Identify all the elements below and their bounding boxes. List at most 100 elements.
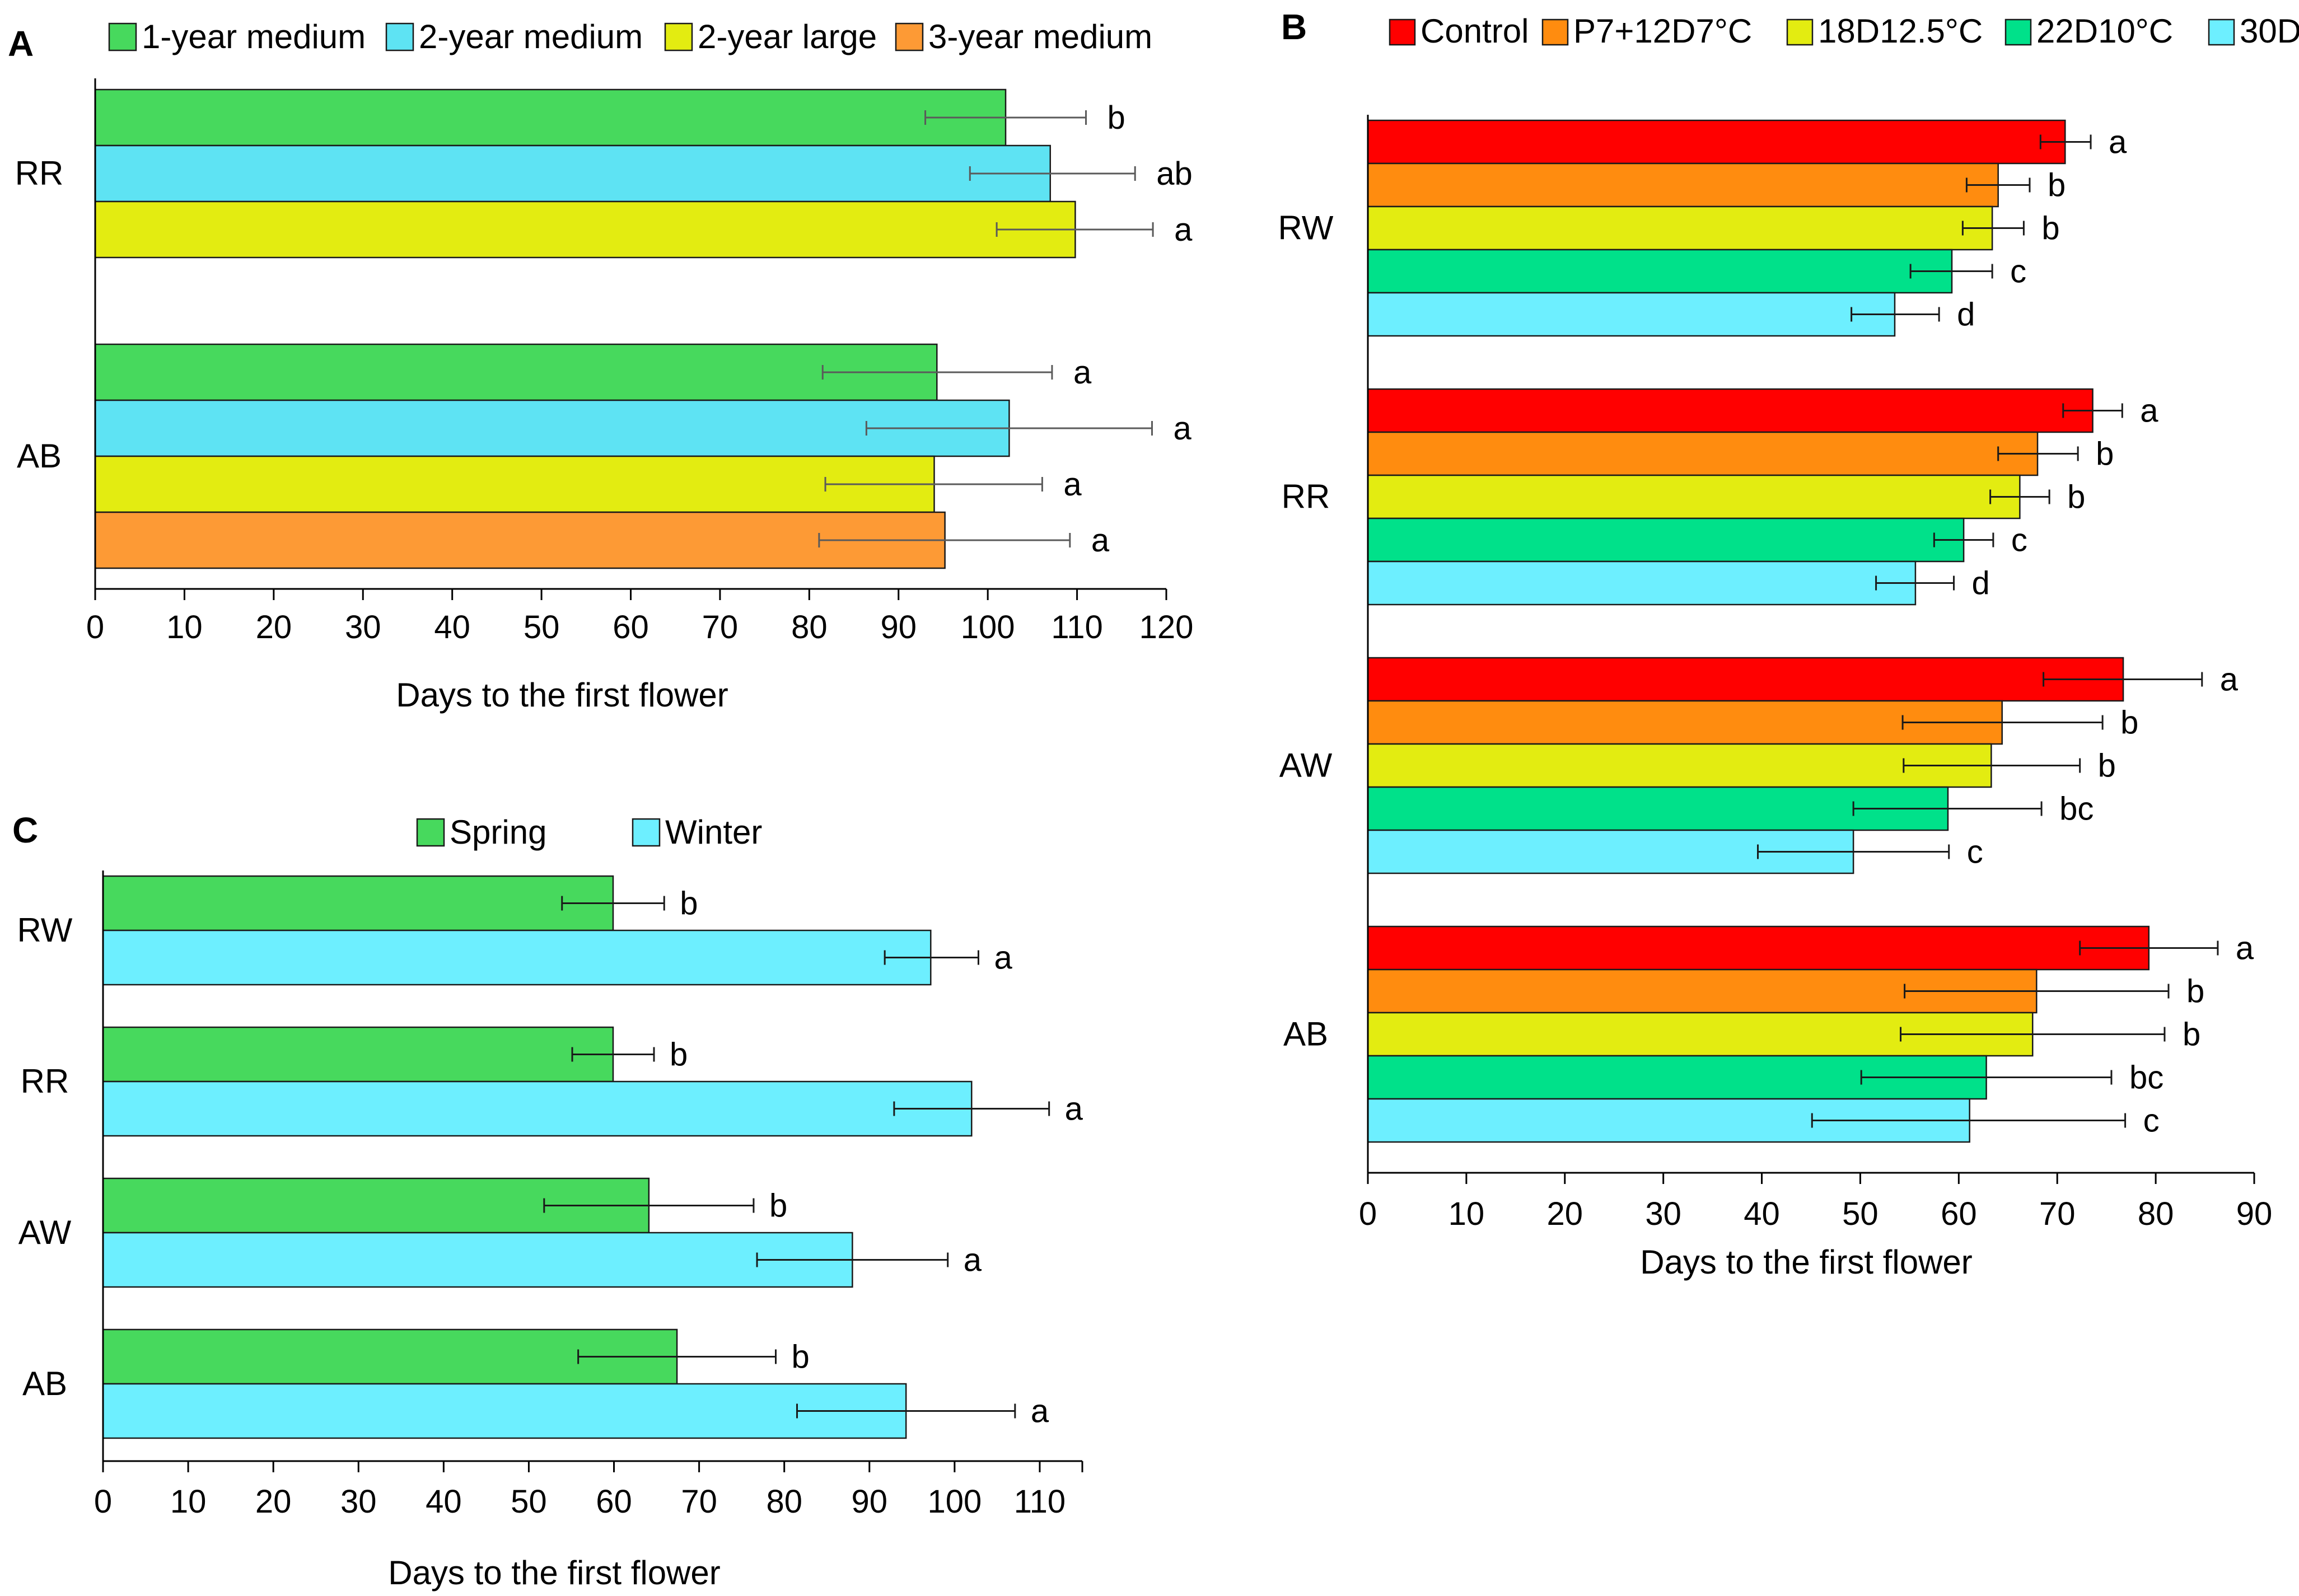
panel-c-category-label-aw: AW xyxy=(18,1214,72,1251)
panel-b-error-bar-rw-2 xyxy=(1965,177,2031,193)
panel-b-error-bar-rw-5 xyxy=(1851,307,1940,322)
panel-b-bar-aw-1 xyxy=(1367,657,2124,702)
panel-b-significance-label-rr-2: b xyxy=(2096,436,2114,472)
panel-a-legend-swatch-1 xyxy=(108,22,137,52)
panel-b-legend-swatch-1 xyxy=(1389,18,1416,46)
panel-b-bar-rw-5 xyxy=(1367,292,1896,337)
panel-b-error-bar-aw-4 xyxy=(1852,801,2043,816)
panel-b-significance-label-aw-2: b xyxy=(2120,705,2138,741)
panel-c-error-bar-aw-1 xyxy=(543,1198,755,1213)
panel-a-x-tick-label-10: 10 xyxy=(166,609,203,645)
panel-b-legend-label-1: Control xyxy=(1420,12,1529,50)
panel-c-chart: Spring Winter RW b a RR b a AW b a AB b a 0 10 20 30 40 50 6… xyxy=(17,813,1083,1520)
panel-b-category-label-rw: RW xyxy=(1278,209,1334,247)
panel-b-legend-label-3: 18D12.5°C xyxy=(1818,12,1983,50)
panel-b-significance-label-rw-1: a xyxy=(2109,124,2127,161)
panel-a-bar-rr-2 xyxy=(94,144,1052,203)
panel-b-bar-rr-3 xyxy=(1367,474,2021,519)
panel-b-error-bar-aw-5 xyxy=(1757,844,1950,859)
panel-c-legend-label-1: Spring xyxy=(450,813,546,851)
panel-c-significance-label-aw-2: a xyxy=(964,1242,982,1279)
panel-b-significance-label-rr-4: c xyxy=(2011,522,2027,559)
panel-b-bar-rr-5 xyxy=(1367,560,1917,606)
panel-a-x-tick-label-80: 80 xyxy=(791,609,828,645)
panel-a-bar-ab-3 xyxy=(94,455,935,513)
panel-b-bar-rr-4 xyxy=(1367,517,1965,563)
panel-a-legend-swatch-3 xyxy=(664,22,693,52)
panel-a-legend-swatch-2 xyxy=(385,22,414,52)
panel-a-error-bar-ab-4 xyxy=(818,533,1071,547)
panel-a-x-tick-label-0: 0 xyxy=(86,609,104,645)
panel-b-error-bar-ab-1 xyxy=(2079,940,2219,956)
panel-b-error-bar-rr-4 xyxy=(1933,532,1994,547)
panel-a-significance-label-rr-1: b xyxy=(1108,100,1125,136)
panel-c-x-tick-label-100: 100 xyxy=(927,1483,982,1520)
panel-a-category-label-rr: RR xyxy=(15,155,64,192)
panel-c-legend-swatch-1 xyxy=(416,818,445,847)
panel-c-bar-rw-1 xyxy=(102,875,614,932)
panel-a-significance-label-rr-3: a xyxy=(1174,212,1193,248)
panel-c-error-bar-ab-2 xyxy=(796,1403,1016,1419)
panel-c-significance-label-aw-1: b xyxy=(769,1188,787,1224)
panel-b-bar-rr-1 xyxy=(1367,388,2094,433)
panel-b-error-bar-rr-5 xyxy=(1875,575,1955,591)
panel-b-significance-label-rr-1: a xyxy=(2140,393,2158,429)
panel-a-x-tick-label-120: 120 xyxy=(1139,609,1194,645)
panel-b-chart: Control P7+12D7°C 18D12.5°C 22D10°C 30D7°C RW… xyxy=(1278,12,2299,1232)
panel-c-bar-rr-1 xyxy=(102,1026,614,1083)
panel-c-x-tick-label-70: 70 xyxy=(681,1483,717,1520)
panel-a-error-bar-ab-1 xyxy=(821,365,1053,380)
panel-a-error-bar-rr-2 xyxy=(969,166,1136,181)
panel-b-legend-swatch-5 xyxy=(2208,18,2235,46)
panel-b-significance-label-rw-3: b xyxy=(2041,210,2059,247)
panel-b-legend-label-4: 22D10°C xyxy=(2036,12,2173,50)
panel-c-bar-ab-2 xyxy=(102,1383,907,1439)
panel-b-error-bar-aw-1 xyxy=(2043,672,2203,687)
panel-a-error-bar-rr-1 xyxy=(924,110,1087,125)
panel-a-significance-label-ab-3: a xyxy=(1063,466,1082,503)
panel-a-x-tick-label-60: 60 xyxy=(613,609,649,645)
panel-b-error-bar-aw-2 xyxy=(1901,715,2104,730)
panel-b-bar-aw-4 xyxy=(1367,786,1949,831)
panel-b-error-bar-rw-3 xyxy=(1961,221,2025,236)
panel-a-error-bar-ab-2 xyxy=(865,421,1153,436)
panel-a-x-tick-label-30: 30 xyxy=(345,609,381,645)
panel-c-bar-rr-2 xyxy=(102,1080,973,1137)
panel-b-error-bar-ab-2 xyxy=(1904,984,2170,999)
panel-a-legend-label-4: 3-year medium xyxy=(928,18,1152,55)
panel-c-x-tick-label-80: 80 xyxy=(766,1483,802,1520)
panel-c-x-tick-label-40: 40 xyxy=(426,1483,462,1520)
panel-b-error-bar-rw-4 xyxy=(1909,264,1993,279)
panel-b-x-tick-label-40: 40 xyxy=(1744,1196,1780,1232)
panel-c-x-tick-label-110: 110 xyxy=(1014,1483,1066,1520)
panel-b-bar-ab-1 xyxy=(1367,925,2150,971)
panel-b-legend-swatch-4 xyxy=(2004,18,2032,46)
panel-c-error-bar-rr-1 xyxy=(571,1047,655,1062)
panel-b-bar-rw-2 xyxy=(1367,162,1999,208)
panel-b-significance-label-ab-1: a xyxy=(2236,930,2254,967)
panel-b-legend-swatch-2 xyxy=(1541,18,1569,46)
panel-c-x-tick-label-10: 10 xyxy=(170,1483,207,1520)
panel-c-error-bar-rw-1 xyxy=(561,896,665,911)
panel-b-x-tick-label-60: 60 xyxy=(1941,1196,1977,1232)
panel-b-x-tick-label-10: 10 xyxy=(1448,1196,1485,1232)
panel-a-bar-ab-2 xyxy=(94,399,1010,457)
panel-b-significance-label-rr-3: b xyxy=(2067,479,2085,516)
panel-b-x-tick-label-50: 50 xyxy=(1842,1196,1879,1232)
panel-c-bar-aw-2 xyxy=(102,1232,853,1288)
panel-a-significance-label-ab-1: a xyxy=(1073,354,1092,391)
panel-a-chart: 1-year medium 2-year medium 2-year large 3-… xyxy=(15,18,1194,645)
panel-b-category-label-aw: AW xyxy=(1279,747,1333,784)
panel-c-bar-rw-2 xyxy=(102,929,932,986)
panel-c-category-label-ab: AB xyxy=(22,1365,67,1402)
panel-c-category-label-rr: RR xyxy=(21,1063,69,1100)
panel-a-legend-label-3: 2-year large xyxy=(698,18,877,55)
panel-b-x-tick-label-70: 70 xyxy=(2039,1196,2076,1232)
panel-a-legend-label-1: 1-year medium xyxy=(142,18,366,55)
panel-c-legend-swatch-2 xyxy=(632,818,661,847)
panel-c-significance-label-rw-2: a xyxy=(994,940,1012,976)
panel-c-x-tick-label-50: 50 xyxy=(511,1483,547,1520)
panel-a-significance-label-rr-2: ab xyxy=(1156,156,1193,192)
